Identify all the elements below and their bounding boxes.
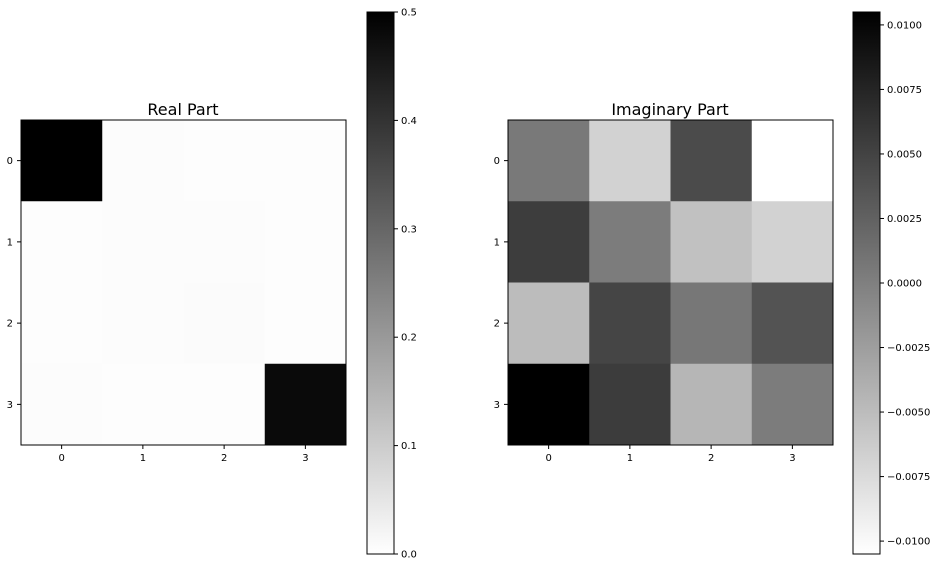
- real-part-cell-0-2: [183, 120, 266, 202]
- real-part-colorbar-frame: [366, 11, 395, 555]
- imaginary-part-cell-2-0: [508, 282, 590, 365]
- real-part-colorbar-tick-label: 0.4: [401, 116, 417, 127]
- real-part-cell-2-3: [264, 282, 347, 365]
- imaginary-part-cell-1-0: [508, 201, 590, 283]
- imaginary-part-colorbar-tick-label: 0.0100: [887, 20, 922, 31]
- real-part-heatmap: [21, 120, 347, 446]
- imaginary-part-colorbar-tick-label: 0.0000: [887, 279, 922, 290]
- real-part-cell-0-3: [264, 120, 347, 202]
- real-part-cell-0-0: [21, 120, 103, 202]
- real-part-cell-1-1: [102, 201, 184, 283]
- real-part-cell-0-1: [102, 120, 184, 202]
- real-part-x-tick-label: 3: [302, 453, 308, 464]
- real-part-axes-frame: [20, 119, 347, 446]
- imaginary-part-colorbar-tick-label: −0.0075: [887, 472, 930, 483]
- imaginary-part-cell-0-1: [589, 120, 671, 202]
- imaginary-part-cell-2-3: [751, 282, 834, 365]
- real-part-x-ticks: 0 1 2 3: [58, 445, 309, 464]
- real-part-y-ticks: 0 1 2 3: [7, 156, 21, 411]
- imaginary-part-cell-1-3: [751, 201, 834, 283]
- imaginary-part-cell-2-1: [589, 282, 671, 365]
- real-part-cell-2-2: [183, 282, 266, 365]
- imaginary-part-cell-0-2: [670, 120, 753, 202]
- real-part-y-tick-label: 3: [7, 400, 13, 411]
- imaginary-part-cell-1-2: [670, 201, 753, 283]
- imaginary-part-axes-frame: [507, 119, 834, 446]
- imaginary-part-y-tick-label: 0: [494, 156, 500, 167]
- real-part-colorbar-gradient: [367, 12, 394, 554]
- real-part-cell-3-1: [102, 363, 184, 446]
- imaginary-part-colorbar-tick-label: −0.0025: [887, 343, 930, 354]
- real-part-cell-3-2: [183, 363, 266, 446]
- real-part-cell-1-3: [264, 201, 347, 283]
- imaginary-part-cell-3-2: [670, 363, 753, 446]
- real-part-cell-2-1: [102, 282, 184, 365]
- imaginary-part-colorbar-gradient: [853, 12, 880, 554]
- imaginary-part-x-ticks: 0 1 2 3: [545, 445, 796, 464]
- imaginary-part-colorbar-tick-label: 0.0075: [887, 85, 922, 96]
- real-part-colorbar-tick-label: 0.0: [401, 550, 417, 561]
- real-part-cell-3-0: [21, 363, 103, 446]
- imaginary-part-cell-3-1: [589, 363, 671, 446]
- imaginary-part-y-tick-label: 3: [494, 400, 500, 411]
- imaginary-part-x-tick-label: 1: [627, 453, 633, 464]
- imaginary-part-x-tick-label: 2: [708, 453, 714, 464]
- imaginary-part-y-ticks: 0 1 2 3: [494, 156, 508, 411]
- real-part-x-tick-label: 2: [221, 453, 227, 464]
- real-part-panel: Real Part 0 1 2 3 0 1 2 3 0.0 0.1 0.2 0.3 0.4 0.5: [7, 8, 417, 561]
- real-part-colorbar-tick-label: 0.5: [401, 8, 417, 19]
- real-part-colorbar-tick-label: 0.2: [401, 333, 417, 344]
- imaginary-part-colorbar-tick-label: −0.0100: [887, 537, 930, 548]
- imaginary-part-x-tick-label: 0: [545, 453, 551, 464]
- imaginary-part-colorbar-tick-label: 0.0050: [887, 149, 922, 160]
- imaginary-part-colorbar-tick-label: −0.0050: [887, 408, 930, 419]
- real-part-x-tick-label: 1: [140, 453, 146, 464]
- real-part-title: Real Part: [147, 100, 218, 119]
- imaginary-part-cell-2-2: [670, 282, 753, 365]
- real-part-cell-1-0: [21, 201, 103, 283]
- imaginary-part-cell-3-3: [751, 363, 834, 446]
- imaginary-part-cell-0-0: [508, 120, 590, 202]
- imaginary-part-cell-3-0: [508, 363, 590, 446]
- imaginary-part-y-tick-label: 1: [494, 237, 500, 248]
- imaginary-part-cell-0-3: [751, 120, 834, 202]
- imaginary-part-colorbar: −0.0100 −0.0075 −0.0050 −0.0025 0.0000 0.0025…: [852, 11, 930, 555]
- imaginary-part-cell-1-1: [589, 201, 671, 283]
- imaginary-part-y-tick-label: 2: [494, 319, 500, 330]
- real-part-y-tick-label: 1: [7, 237, 13, 248]
- real-part-colorbar-tick-label: 0.3: [401, 224, 417, 235]
- real-part-x-tick-label: 0: [58, 453, 64, 464]
- real-part-colorbar: 0.0 0.1 0.2 0.3 0.4 0.5: [366, 8, 417, 561]
- imaginary-part-heatmap: [508, 120, 834, 446]
- imaginary-part-x-tick-label: 3: [789, 453, 795, 464]
- real-part-cell-3-3: [264, 363, 347, 446]
- imaginary-part-title: Imaginary Part: [611, 100, 728, 119]
- real-part-cell-2-0: [21, 282, 103, 365]
- real-part-cell-1-2: [183, 201, 266, 283]
- real-part-y-tick-label: 0: [7, 156, 13, 167]
- imaginary-part-colorbar-tick-label: 0.0025: [887, 214, 922, 225]
- real-part-y-tick-label: 2: [7, 319, 13, 330]
- real-part-colorbar-tick-label: 0.1: [401, 441, 417, 452]
